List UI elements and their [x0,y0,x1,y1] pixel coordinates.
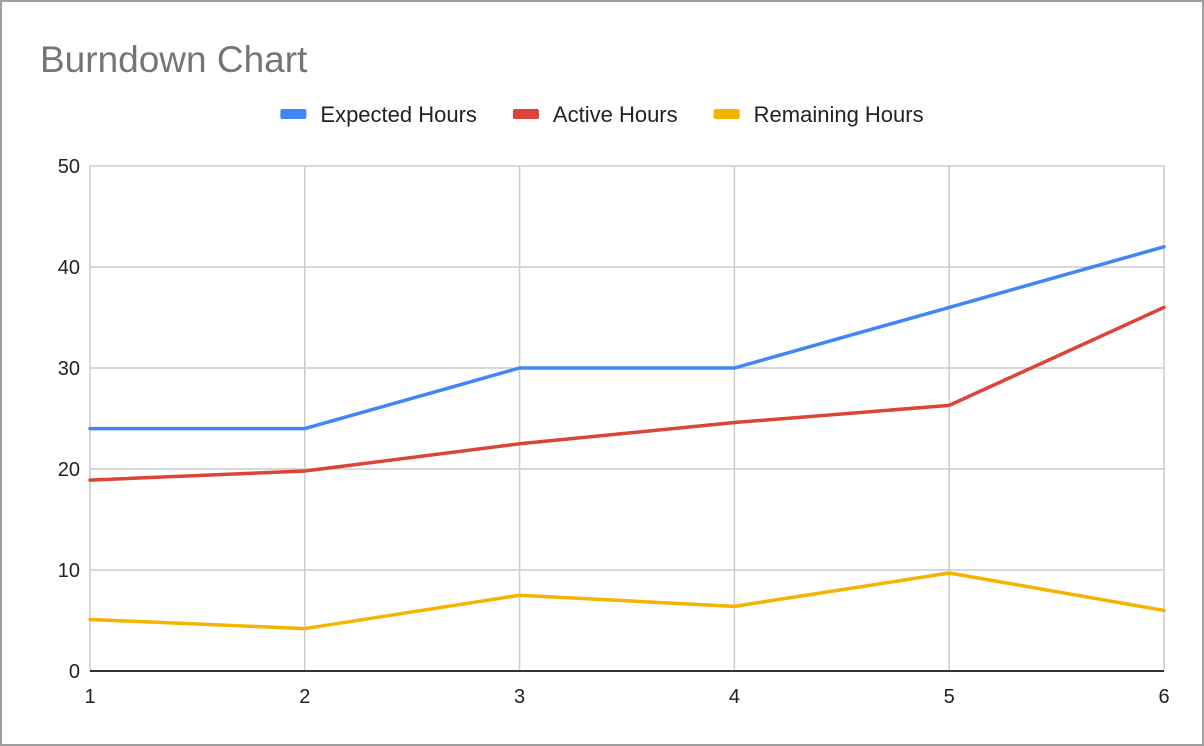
y-tick-label: 20 [58,459,80,481]
legend-label: Expected Hours [320,102,477,127]
y-tick-label: 50 [58,156,80,178]
y-tick-label: 0 [69,661,80,683]
y-tick-label: 40 [58,257,80,279]
y-tick-label: 10 [58,560,80,582]
legend-item-remaining-hours: Remaining Hours [713,102,924,127]
legend-item-expected-hours: Expected Hours [280,102,477,127]
x-tick-label: 5 [944,686,955,708]
series-line-remaining-hours [88,571,1166,631]
x-tick-label: 1 [84,686,95,708]
legend: Expected Hours Active Hours Remaining Hour… [280,102,924,127]
axes [89,166,1164,672]
x-tick-label: 2 [299,686,310,708]
chart-title: Burndown Chart [40,39,308,80]
x-tick-label: 4 [729,686,740,708]
legend-swatch [713,109,740,119]
legend-label: Remaining Hours [754,102,924,127]
y-tick-label: 30 [58,358,80,380]
gridlines [90,165,1165,671]
legend-item-active-hours: Active Hours [512,102,678,127]
series-lines [88,245,1166,631]
legend-swatch [280,109,307,119]
series-line-expected-hours [88,245,1166,431]
series-line-active-hours [88,305,1166,482]
legend-swatch [512,109,539,119]
x-tick-label: 6 [1158,686,1169,708]
x-tick-label: 3 [514,686,525,708]
tick-labels: 0 10 20 30 40 50 1 2 3 4 5 6 [58,156,1170,708]
legend-label: Active Hours [553,102,678,127]
